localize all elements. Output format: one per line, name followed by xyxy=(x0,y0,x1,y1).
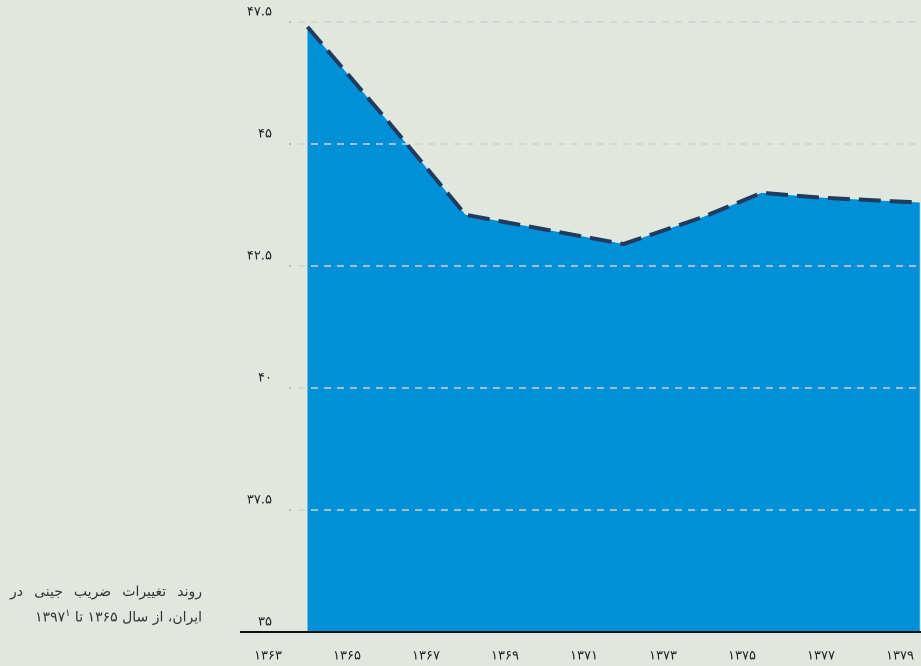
y-tick-label: ۴۷.۵ xyxy=(247,5,272,20)
y-tick-label: ۳۷.۵ xyxy=(247,493,272,508)
x-tick-label: ۱۳۷۷ xyxy=(807,649,835,664)
caption-text: روند تغییرات ضریب جینی در ایران، از سال … xyxy=(10,584,202,626)
y-tick-label: ۴۵ xyxy=(258,127,272,142)
x-tick-label: ۱۳۶۷ xyxy=(412,649,440,664)
y-tick-label: ۳۵ xyxy=(258,615,272,630)
y-tick-dot xyxy=(289,265,291,267)
y-tick-label: ۴۲.۵ xyxy=(247,249,272,264)
caption-note: ۱ xyxy=(65,608,71,619)
x-tick-label: ۱۳۶۹ xyxy=(491,649,519,664)
y-tick-dot xyxy=(289,387,291,389)
y-tick-label: ۴۰ xyxy=(258,371,272,386)
y-tick-dot xyxy=(289,143,291,145)
area xyxy=(307,26,920,632)
caption: روند تغییرات ضریب جینی در ایران، از سال … xyxy=(10,582,202,629)
x-tick-label: ۱۳۷۱ xyxy=(570,649,598,664)
x-tick-label: ۱۳۶۳ xyxy=(254,649,282,664)
line xyxy=(305,25,920,247)
x-tick-label: ۱۳۷۵ xyxy=(728,649,756,664)
y-tick-dot xyxy=(289,21,291,23)
x-tick-label: ۱۳۶۵ xyxy=(333,649,361,664)
x-tick-label: ۱۳۷۹ xyxy=(886,649,914,664)
x-tick-label: ۱۳۷۳ xyxy=(649,649,677,664)
y-tick-dot xyxy=(289,509,291,511)
